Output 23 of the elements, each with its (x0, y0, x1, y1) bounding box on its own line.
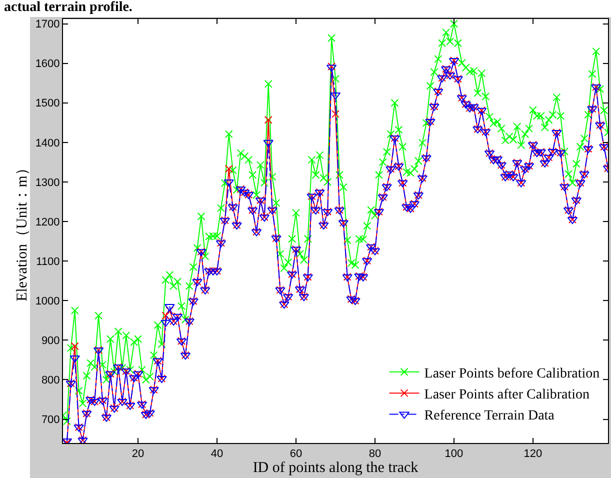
text: actual terrain profile. (4, 0, 132, 15)
x-tick-label: 40 (210, 448, 224, 460)
x-tick-label: 80 (368, 448, 382, 460)
legend-label: Laser Points before Calibration (424, 366, 600, 382)
legend-label: Laser Points after Calibration (424, 388, 590, 403)
y-tick-label: 800 (41, 374, 60, 387)
x-tick-label: 20 (132, 448, 144, 460)
y-tick-label: 1600 (35, 58, 60, 70)
legend-label: Reference Terrain Data (424, 408, 556, 424)
x-tick-label: 100 (444, 448, 464, 460)
x-tick-label: 60 (290, 448, 302, 460)
y-tick-label: 900 (41, 335, 60, 348)
x-tick-label: 120 (524, 448, 542, 460)
y-tick-label: 1400 (35, 137, 60, 150)
y-tick-label: 1500 (35, 98, 60, 110)
y-tick-label: 1700 (35, 18, 60, 31)
y-tick-label: 1200 (35, 216, 60, 228)
y-tick-label: 700 (41, 414, 60, 426)
y-axis-title: Elevation（Unit：m） (14, 160, 31, 302)
x-axis-title: ID of points along the track (252, 460, 419, 476)
y-tick-label: 1000 (35, 295, 60, 308)
y-tick-label: 1300 (35, 176, 60, 189)
y-tick-label: 1100 (36, 256, 60, 268)
